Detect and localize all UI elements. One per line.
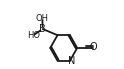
Text: N: N — [68, 56, 75, 66]
Text: OH: OH — [36, 14, 49, 23]
Text: B: B — [39, 24, 46, 34]
Text: HO: HO — [27, 31, 40, 40]
Text: O: O — [90, 42, 98, 52]
